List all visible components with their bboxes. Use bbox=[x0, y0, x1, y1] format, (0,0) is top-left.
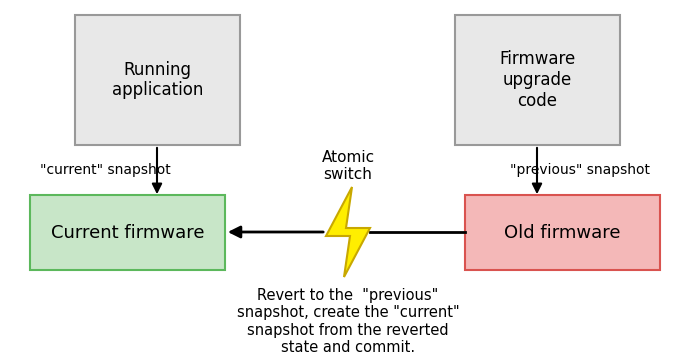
Text: "previous" snapshot: "previous" snapshot bbox=[510, 163, 650, 177]
Text: Current firmware: Current firmware bbox=[50, 224, 204, 242]
FancyBboxPatch shape bbox=[30, 195, 225, 270]
Text: Firmware
upgrade
code: Firmware upgrade code bbox=[499, 50, 575, 110]
FancyBboxPatch shape bbox=[455, 15, 620, 145]
FancyBboxPatch shape bbox=[75, 15, 240, 145]
Text: Old firmware: Old firmware bbox=[504, 224, 621, 242]
Text: "current" snapshot: "current" snapshot bbox=[40, 163, 171, 177]
Text: Revert to the  "previous"
snapshot, create the "current"
snapshot from the rever: Revert to the "previous" snapshot, creat… bbox=[237, 288, 459, 355]
Text: Atomic
switch: Atomic switch bbox=[321, 150, 374, 182]
Text: Running
application: Running application bbox=[112, 60, 203, 99]
Polygon shape bbox=[326, 187, 370, 277]
FancyBboxPatch shape bbox=[465, 195, 660, 270]
